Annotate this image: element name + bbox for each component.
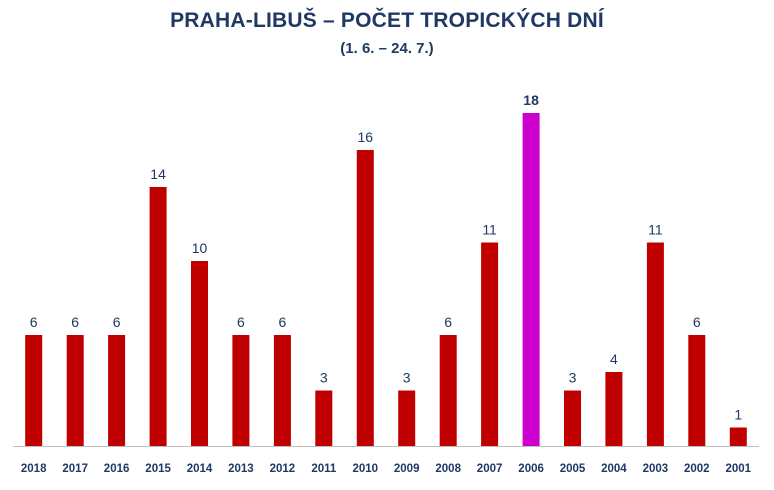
bar-2001 — [729, 427, 747, 446]
tick-label-2011: 2011 — [311, 463, 337, 475]
tick-label-2018: 2018 — [21, 463, 47, 475]
bar-2004 — [605, 372, 623, 446]
tick-label-2003: 2003 — [643, 463, 669, 475]
value-label-2012: 6 — [279, 314, 287, 330]
bar-2007 — [481, 242, 499, 446]
bar-2015 — [149, 187, 167, 446]
chart-subtitle: (1. 6. – 24. 7.) — [340, 40, 434, 57]
bar-2005 — [564, 390, 581, 446]
bar-2003 — [646, 242, 664, 446]
value-label-2005: 3 — [569, 370, 577, 386]
value-label-2010: 16 — [358, 129, 374, 145]
tick-label-2013: 2013 — [228, 463, 254, 475]
chart-title: PRAHA-LIBUŠ – POČET TROPICKÝCH DNÍ — [170, 9, 604, 32]
value-label-2017: 6 — [71, 314, 79, 330]
tick-label-2010: 2010 — [353, 463, 379, 475]
value-label-2008: 6 — [444, 314, 452, 330]
value-label-2016: 6 — [113, 314, 121, 330]
bar-2016 — [108, 335, 126, 446]
bar-2013 — [232, 335, 250, 446]
bar-2017 — [66, 335, 84, 446]
tick-label-2004: 2004 — [601, 463, 627, 475]
tick-label-2012: 2012 — [270, 463, 296, 475]
value-label-2002: 6 — [693, 314, 701, 330]
value-label-2011: 3 — [320, 370, 328, 386]
value-label-2018: 6 — [30, 314, 38, 330]
tick-label-2006: 2006 — [518, 463, 544, 475]
bar-2008 — [439, 335, 457, 446]
value-label-2004: 4 — [610, 351, 618, 367]
tick-label-2007: 2007 — [477, 463, 503, 475]
bar-2002 — [688, 335, 706, 446]
value-label-2007: 11 — [482, 222, 497, 238]
tick-label-2014: 2014 — [187, 463, 213, 475]
value-label-2003: 11 — [648, 222, 663, 238]
value-label-2001: 1 — [734, 407, 742, 423]
bar-2018 — [25, 335, 43, 446]
bar-2014 — [191, 261, 208, 446]
bar-2009 — [398, 390, 416, 446]
value-label-2006: 18 — [523, 92, 539, 108]
tick-label-2015: 2015 — [145, 463, 171, 475]
tick-label-2002: 2002 — [684, 463, 710, 475]
bar-2006 — [522, 113, 540, 446]
value-label-2013: 6 — [237, 314, 245, 330]
value-label-2015: 14 — [150, 166, 166, 182]
tick-label-2017: 2017 — [62, 463, 88, 475]
tick-label-2005: 2005 — [560, 463, 586, 475]
tick-label-2008: 2008 — [435, 463, 461, 475]
value-label-2014: 10 — [192, 240, 208, 256]
tick-label-2016: 2016 — [104, 463, 130, 475]
value-label-2009: 3 — [403, 370, 411, 386]
bar-2012 — [273, 335, 291, 446]
tick-label-2009: 2009 — [394, 463, 420, 475]
bar-2011 — [315, 390, 333, 446]
tick-label-2001: 2001 — [726, 463, 752, 475]
bar-2010 — [356, 150, 374, 446]
